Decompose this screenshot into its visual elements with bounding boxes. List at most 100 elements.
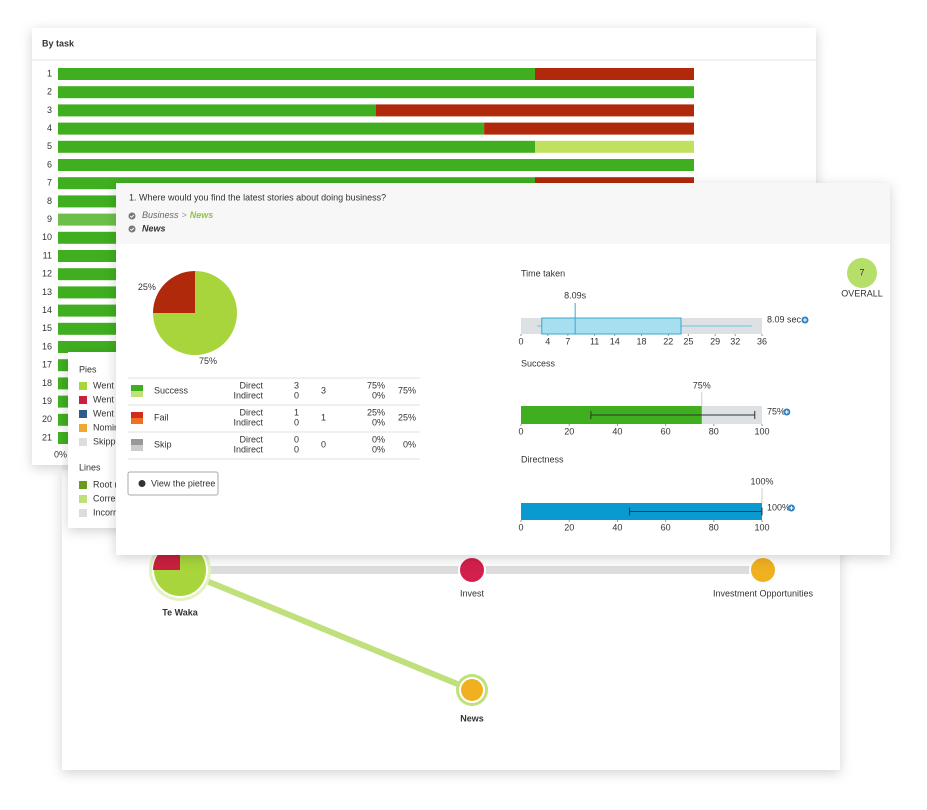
path-separator: > [182, 210, 187, 220]
x-tick-label: 100 [754, 522, 769, 532]
node-label: Invest [460, 588, 485, 598]
legend-label: Nomin [93, 422, 119, 432]
row-label: 16 [42, 341, 52, 351]
x-tick-label: 36 [757, 336, 767, 346]
legend-swatch [79, 481, 87, 489]
indirect-count: 0 [294, 390, 299, 400]
direct-pct: 75% [367, 380, 385, 390]
value-label: 100% [767, 502, 790, 512]
row-label: 20 [42, 414, 52, 424]
direct-label: Direct [239, 434, 263, 444]
overall-badge [847, 258, 877, 288]
row-label: 7 [47, 178, 52, 188]
legend-label: Root n [93, 479, 120, 489]
indirect-pct: 0% [372, 417, 385, 427]
bar-segment [58, 104, 376, 117]
view-pietree-button[interactable]: View the pietree [127, 471, 219, 496]
indirect-count: 0 [294, 417, 299, 427]
row-label: 1 [47, 68, 52, 78]
bar-segment [58, 86, 694, 99]
row-label: 15 [42, 323, 52, 333]
edge [178, 567, 474, 693]
row-label: 11 [43, 250, 52, 260]
bar-segment [58, 68, 535, 80]
row-label: 2 [47, 87, 52, 97]
legend-label: Incorre [93, 507, 121, 517]
row-label: 3 [47, 105, 52, 115]
x-tick-label: 40 [612, 522, 622, 532]
bar-segment [535, 68, 694, 80]
indirect-count: 0 [294, 444, 299, 454]
info-plus [803, 318, 807, 322]
node-label: Investment Opportunities [713, 588, 814, 598]
row-label: 18 [42, 378, 52, 388]
direct-count: 3 [294, 380, 299, 390]
indirect-label: Indirect [233, 390, 263, 400]
chart-title: Time taken [521, 268, 565, 278]
legend-swatch [79, 438, 87, 446]
x-tick-label: 60 [661, 522, 671, 532]
direct-label: Direct [239, 380, 263, 390]
row-name: Success [154, 385, 189, 395]
button-icon [138, 480, 146, 487]
chart-title: Success [521, 358, 556, 368]
legend-title: Lines [79, 462, 101, 472]
row-label: 14 [42, 305, 52, 315]
check-mark [129, 227, 135, 232]
legend-title: Pies [79, 364, 97, 374]
error-bar [590, 411, 756, 419]
check-icon [128, 212, 136, 220]
node-label: News [460, 713, 484, 723]
x-tick-label: 0 [518, 522, 523, 532]
row-name: Skip [154, 439, 172, 449]
node-label: Te Waka [162, 607, 199, 617]
total-count: 0 [321, 439, 326, 449]
direct-count: 0 [294, 434, 299, 444]
x-tick-label: 14 [610, 336, 620, 346]
value-label: 100% [750, 476, 773, 486]
bar-segment [484, 122, 694, 135]
overall-pct: 0% [403, 439, 416, 449]
info-plus [784, 410, 789, 414]
x-tick-label: 7 [565, 336, 570, 346]
x-tick-label: 29 [710, 336, 720, 346]
card-title: By task [42, 38, 75, 48]
legend-label: Went d [93, 394, 121, 404]
check-icon [128, 225, 136, 233]
legend-swatch [79, 509, 87, 517]
chart-title: Directness [521, 454, 564, 464]
axis-label: 0% [54, 449, 67, 459]
value-label: 8.09 sec [767, 314, 802, 324]
x-tick-label: 80 [709, 522, 719, 532]
button-frame [127, 471, 219, 496]
row-label: 17 [42, 360, 52, 370]
swatch [131, 391, 143, 397]
row-label: 4 [47, 123, 52, 133]
total-count: 1 [321, 412, 326, 422]
x-tick-label: 22 [663, 336, 673, 346]
correct-answer: News [142, 223, 166, 233]
row-label: 8 [47, 196, 52, 206]
question-card: 1. Where would you find the latest stori… [116, 183, 890, 555]
x-tick-label: 25 [683, 336, 693, 346]
row-label: 12 [42, 269, 52, 279]
swatch [131, 412, 143, 418]
legend-label: Skippe [93, 436, 121, 446]
median-label: 8.09s [564, 290, 587, 300]
value-label: 75% [767, 406, 785, 416]
legend-label: Correc [93, 493, 121, 503]
row-name: Fail [154, 412, 169, 422]
bar-segment [535, 140, 694, 153]
total-count: 3 [321, 385, 326, 395]
legend-swatch [79, 424, 87, 432]
check-mark [129, 214, 135, 219]
legend-label: Went b [93, 408, 121, 418]
path-step: Business [142, 210, 179, 220]
legend-swatch [79, 495, 87, 503]
button-label: View the pietree [151, 478, 215, 488]
card-header [116, 183, 890, 244]
swatch [131, 439, 143, 445]
direct-label: Direct [239, 407, 263, 417]
